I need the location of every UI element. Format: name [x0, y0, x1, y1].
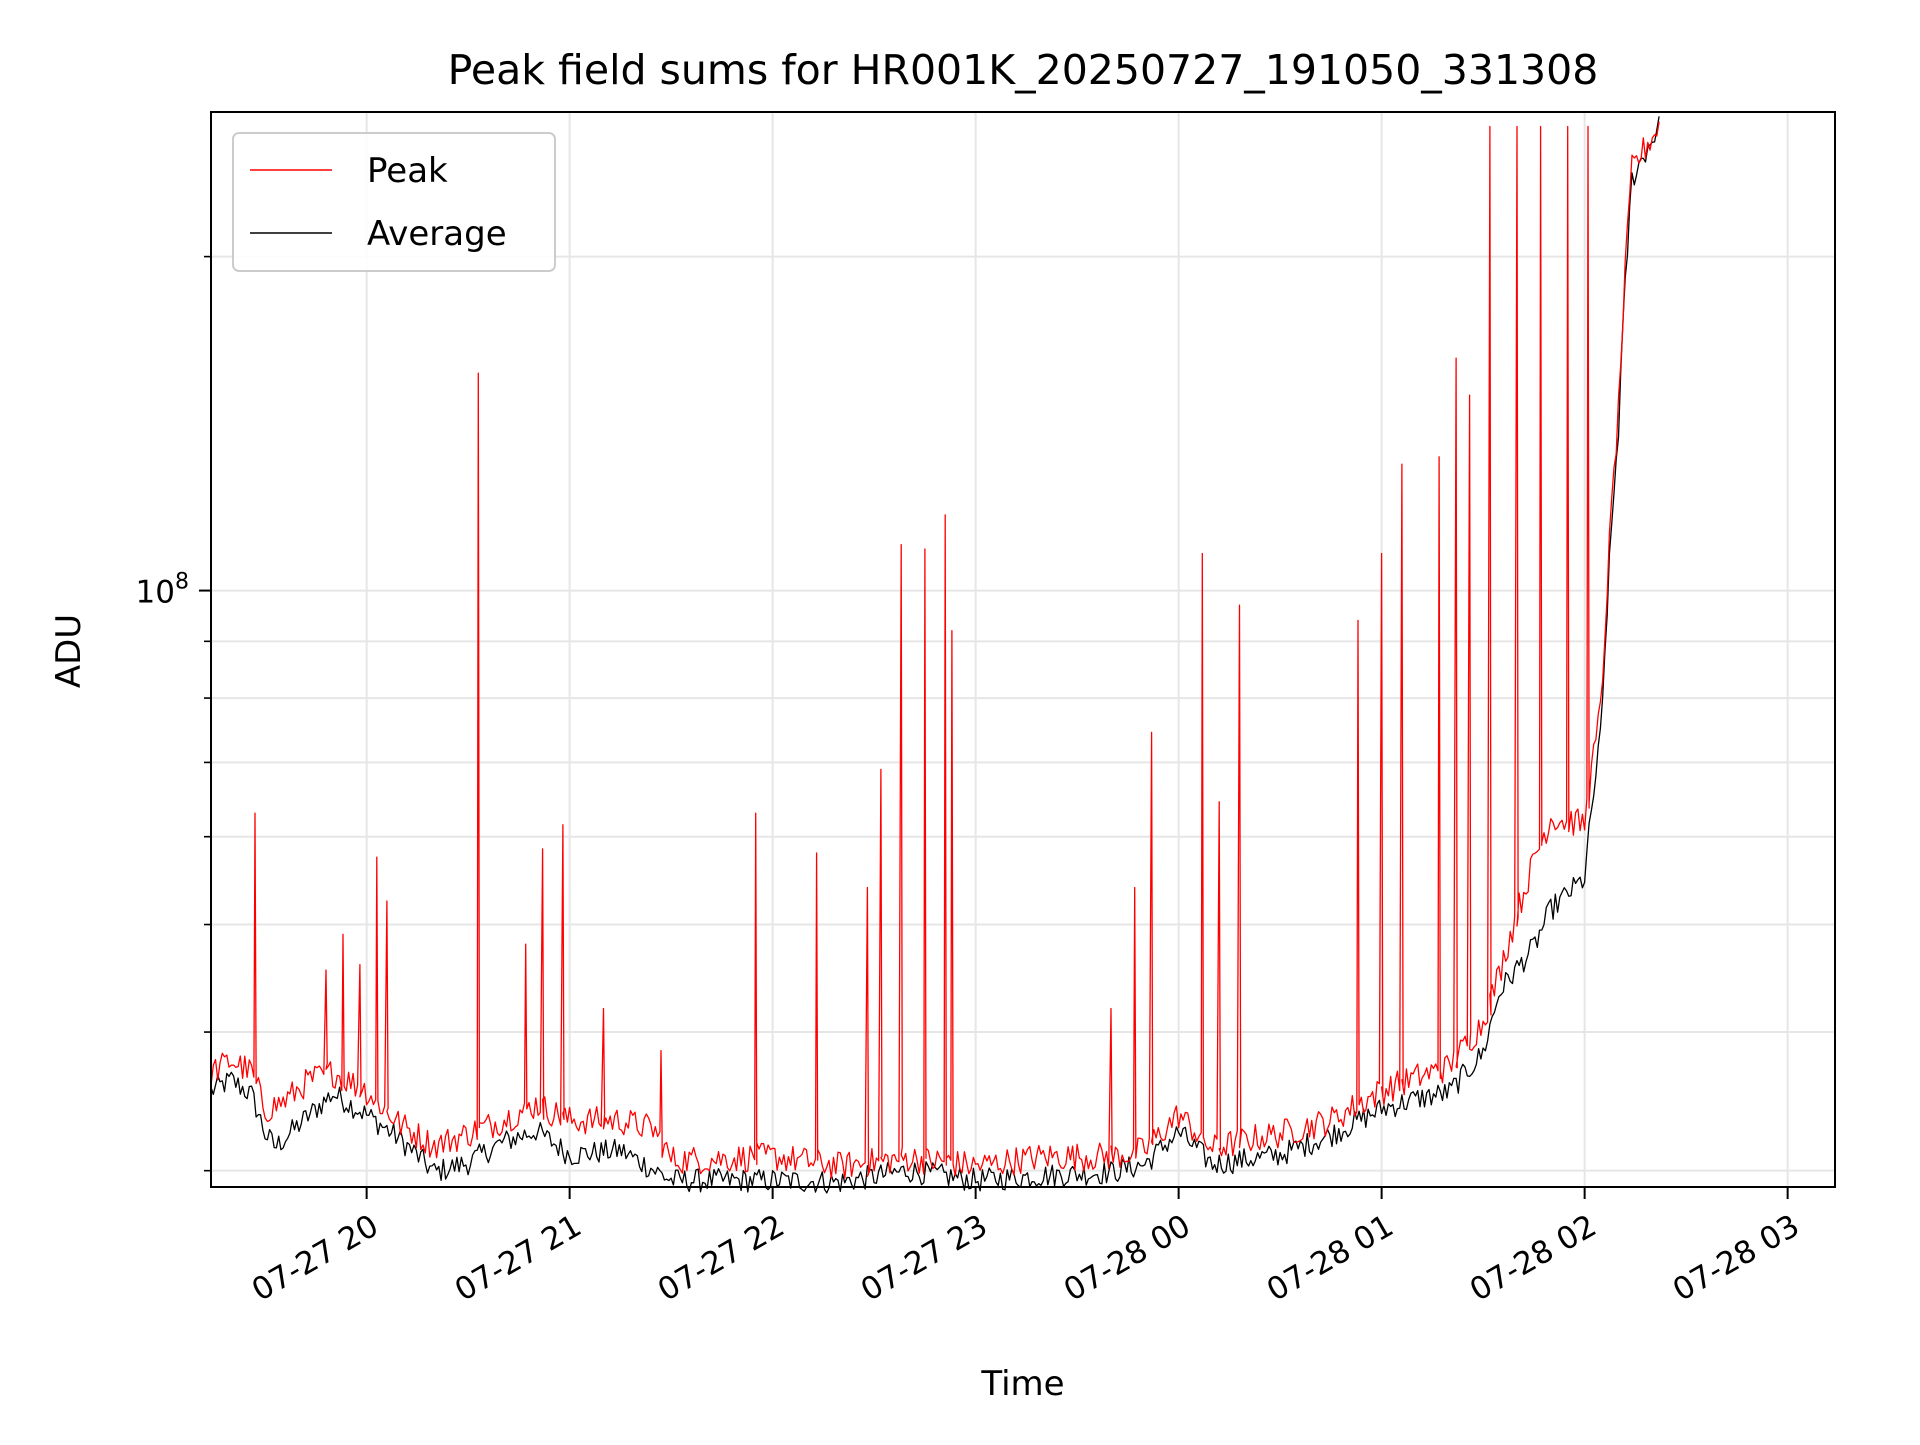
series-line-average — [210, 116, 1660, 1194]
x-tick-label: 07-27 20 — [246, 1208, 385, 1309]
grid-layer — [211, 112, 1835, 1187]
x-axis-label: Time — [980, 1364, 1064, 1404]
legend-label-peak: Peak — [367, 151, 448, 191]
x-tick-label: 07-28 02 — [1464, 1208, 1603, 1309]
y-axis-label: ADU — [49, 614, 89, 688]
legend-label-average: Average — [367, 214, 507, 254]
legend: Peak Average — [232, 132, 556, 272]
series-layer — [210, 116, 1660, 1194]
series-line-peak — [210, 121, 1660, 1179]
y-tick-label: 108 — [136, 570, 189, 611]
ticks-layer: 07-27 20 07-27 21 07-27 22 07-27 23 07-28 00… — [136, 255, 1806, 1309]
x-tick-label: 07-28 01 — [1261, 1208, 1400, 1309]
x-tick-label: 07-28 03 — [1667, 1208, 1806, 1309]
legend-box — [232, 132, 556, 272]
x-tick-label: 07-27 21 — [449, 1208, 588, 1309]
x-tick-label: 07-27 22 — [652, 1208, 791, 1309]
plot-frame — [210, 111, 1836, 1188]
x-tick-label: 07-27 23 — [855, 1208, 994, 1309]
x-tick-label: 07-28 00 — [1058, 1208, 1197, 1309]
chart-title: Peak field sums for HR001K_20250727_1910… — [448, 46, 1599, 94]
